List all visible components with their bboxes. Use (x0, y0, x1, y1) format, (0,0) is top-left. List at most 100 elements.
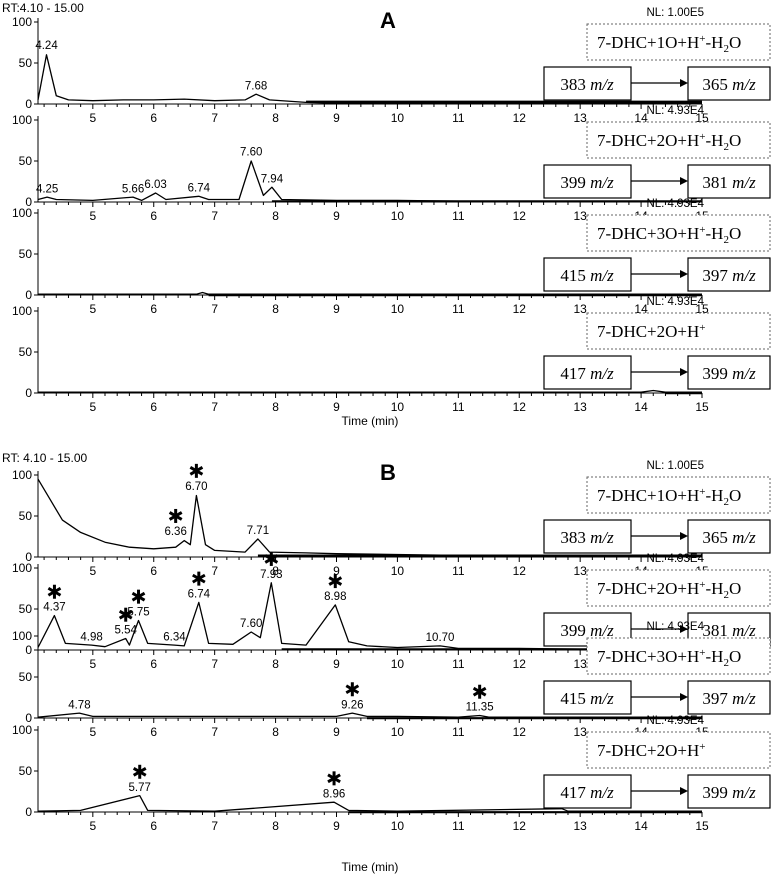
x-tick-label: 12 (513, 400, 527, 414)
precursor-mz: 383 m/z (560, 75, 614, 94)
x-tick-label: 9 (333, 725, 340, 739)
precursor-box (543, 680, 632, 715)
precursor-mz: 383 m/z (560, 528, 614, 547)
y-tick-label: 100 (12, 629, 32, 643)
arrow-head (680, 693, 688, 701)
asterisk-stroke (168, 511, 183, 521)
precursor-mz: 415 m/z (560, 266, 614, 285)
precursor-box (543, 355, 632, 390)
y-tick-label: 100 (12, 561, 32, 575)
peak-label: 7.71 (247, 525, 269, 537)
x-tick-label: 7 (211, 111, 218, 125)
x-tick-label: 15 (695, 302, 709, 316)
x-tick-label: 13 (573, 302, 587, 316)
chromatogram-trace (37, 54, 702, 104)
x-tick-label: 5 (89, 209, 96, 223)
peak-label: 7.60 (240, 146, 262, 158)
x-tick-label: 5 (89, 819, 96, 833)
normalization-level: NL: 4.93E4 (646, 553, 704, 565)
x-tick-label: 5 (89, 657, 96, 671)
rt-range-label: RT: 4.10 - 15.00 (2, 451, 87, 465)
peak-label: 7.94 (261, 173, 284, 185)
x-tick-label: 11 (452, 302, 465, 316)
peak-label: 4.25 (36, 183, 58, 195)
asterisk-marker (192, 571, 206, 586)
x-tick-label: 11 (452, 111, 465, 125)
arrow-head (680, 532, 688, 540)
x-tick-label: 8 (272, 400, 279, 414)
x-tick-label: 12 (513, 209, 527, 223)
y-tick-label: 0 (25, 195, 32, 209)
y-tick-label: 50 (19, 154, 33, 168)
x-tick-label: 9 (333, 209, 340, 223)
x-tick-label: 12 (513, 725, 527, 739)
x-tick-label: 13 (573, 819, 587, 833)
normalization-level: NL: 1.00E5 (646, 7, 704, 19)
product-box (687, 680, 771, 715)
x-tick-label: 11 (452, 657, 465, 671)
peak-label: 6.74 (188, 589, 211, 601)
x-tick-label: 11 (452, 819, 465, 833)
x-tick-label: 7 (211, 657, 218, 671)
ion-formula: 7-DHC+2O+H+-H2O (597, 131, 741, 153)
arrow-head (680, 368, 688, 376)
peak-label: 6.03 (144, 179, 166, 191)
x-tick-label: 13 (573, 209, 587, 223)
peak-label: 4.24 (35, 40, 58, 52)
product-mz: 381 m/z (702, 621, 756, 640)
peak-label: 5.54 (115, 625, 138, 637)
x-tick-label: 5 (89, 111, 96, 125)
product-mz: 397 m/z (702, 689, 756, 708)
arrow-head (680, 79, 688, 87)
x-tick-label: 7 (211, 302, 218, 316)
y-tick-label: 100 (12, 468, 32, 482)
x-tick-label: 12 (513, 657, 527, 671)
product-box (687, 66, 771, 101)
peak-label: 4.98 (80, 631, 102, 643)
product-box (687, 774, 771, 809)
precursor-mz: 399 m/z (560, 621, 614, 640)
asterisk-stroke (327, 773, 341, 784)
asterisk-marker (264, 551, 279, 566)
x-tick-label: 10 (391, 725, 405, 739)
formula-box (586, 569, 771, 607)
x-tick-label: 7 (211, 725, 218, 739)
x-tick-label: 8 (272, 819, 279, 833)
peak-label: 8.96 (323, 788, 345, 800)
normalization-level: NL: 1.00E5 (646, 460, 704, 472)
chromatogram-trace (38, 291, 702, 295)
formula-box (586, 312, 771, 350)
product-box (687, 519, 771, 554)
y-tick-label: 50 (19, 56, 33, 70)
x-tick-label: 9 (333, 564, 340, 578)
peak-label: 6.70 (185, 481, 207, 493)
x-tick-label: 12 (513, 111, 527, 125)
x-tick-label: 7 (211, 819, 218, 833)
x-tick-label: 5 (89, 564, 96, 578)
peak-label: 5.66 (122, 183, 144, 195)
x-tick-label: 8 (272, 302, 279, 316)
x-tick-label: 6 (150, 819, 157, 833)
y-tick-label: 0 (25, 97, 32, 111)
x-tick-label: 6 (150, 657, 157, 671)
precursor-box (543, 774, 632, 809)
peak-label: 4.78 (68, 699, 90, 711)
x-tick-label: 9 (333, 819, 340, 833)
x-tick-label: 13 (573, 564, 587, 578)
panel-letter: A (380, 8, 396, 33)
arrow-head (680, 625, 688, 633)
precursor-box (543, 257, 632, 292)
x-tick-label: 13 (573, 400, 587, 414)
formula-box (586, 476, 771, 514)
x-tick-label: 8 (272, 564, 279, 578)
peak-label: 6.36 (164, 526, 186, 538)
y-tick-label: 100 (12, 206, 32, 220)
ion-formula: 7-DHC+3O+H+-H2O (597, 224, 741, 246)
chromatogram-trace (37, 712, 702, 718)
arrow-head (680, 787, 688, 795)
product-mz: 399 m/z (702, 364, 756, 383)
normalization-level: NL: 4.93E4 (646, 621, 704, 633)
y-tick-label: 0 (25, 711, 32, 725)
peak-label: 6.34 (163, 631, 186, 643)
